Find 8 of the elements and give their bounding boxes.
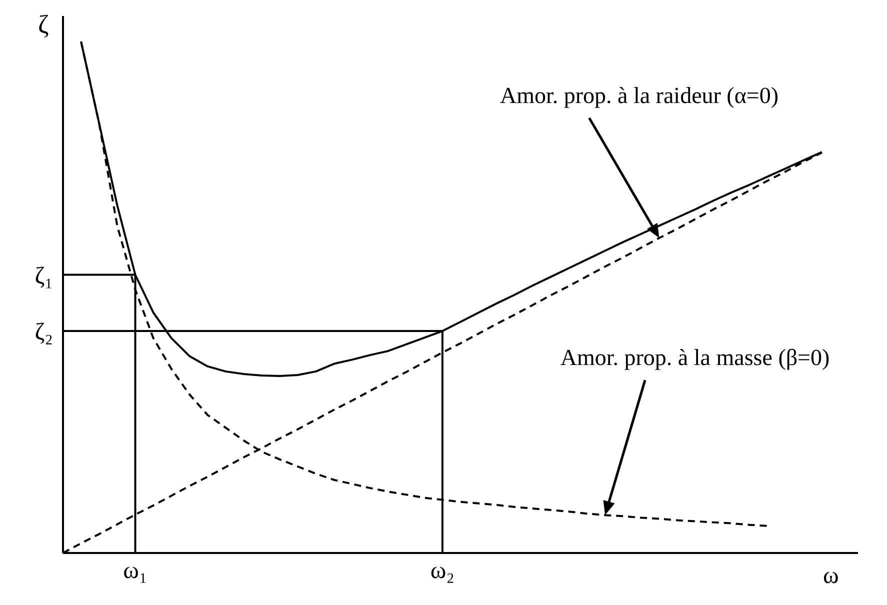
ref-line-label: ζ₁ xyxy=(34,263,53,290)
x-axis-title: ω xyxy=(823,563,839,590)
y-axis-title: ζ xyxy=(38,10,49,40)
annotation: Amor. prop. à la raideur (α=0) xyxy=(500,82,779,108)
annotation: Amor. prop. à la masse (β=0) xyxy=(560,345,830,370)
x-tick-label: ω₁ xyxy=(123,558,148,584)
x-tick-label: ω₂ xyxy=(430,558,455,584)
ref-line-label: ζ₂ xyxy=(34,320,53,346)
